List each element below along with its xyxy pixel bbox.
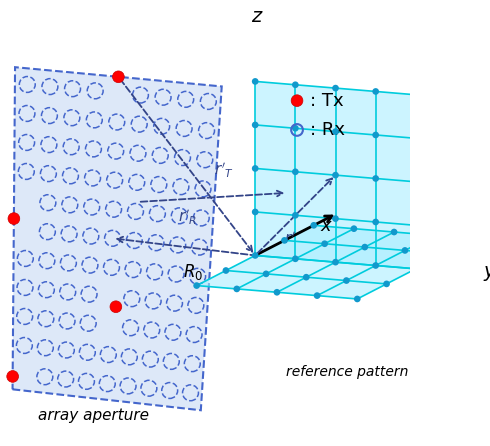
Text: array aperture: array aperture <box>38 408 149 423</box>
Text: $r'$: $r'$ <box>285 231 296 247</box>
Circle shape <box>354 296 361 302</box>
Circle shape <box>362 244 368 251</box>
Circle shape <box>113 71 124 83</box>
Circle shape <box>332 128 339 135</box>
Circle shape <box>303 274 310 281</box>
Circle shape <box>314 292 320 299</box>
Circle shape <box>292 125 299 132</box>
Text: reference pattern: reference pattern <box>286 365 409 379</box>
Circle shape <box>372 262 379 269</box>
Text: $z$: $z$ <box>251 7 264 26</box>
Circle shape <box>431 232 438 239</box>
Circle shape <box>292 212 299 219</box>
Circle shape <box>413 265 419 272</box>
Circle shape <box>372 88 379 95</box>
Circle shape <box>372 175 379 182</box>
Circle shape <box>281 237 288 244</box>
Circle shape <box>252 252 259 259</box>
Circle shape <box>193 282 200 289</box>
Text: $r'_R$: $r'_R$ <box>177 208 196 227</box>
Circle shape <box>292 169 299 175</box>
Circle shape <box>8 213 20 224</box>
Circle shape <box>233 285 240 292</box>
Circle shape <box>383 281 390 287</box>
Circle shape <box>372 219 379 225</box>
Circle shape <box>222 267 229 274</box>
Circle shape <box>391 229 397 235</box>
Circle shape <box>332 85 339 91</box>
Text: $y$: $y$ <box>483 264 490 283</box>
Text: : Tx: : Tx <box>310 92 343 110</box>
Circle shape <box>372 132 379 138</box>
Circle shape <box>343 277 350 284</box>
Circle shape <box>413 135 419 142</box>
Circle shape <box>252 78 259 85</box>
Circle shape <box>311 222 317 229</box>
Polygon shape <box>13 67 222 410</box>
Text: : Rx: : Rx <box>310 121 344 139</box>
Circle shape <box>442 251 448 257</box>
Circle shape <box>402 247 408 254</box>
Circle shape <box>413 91 419 98</box>
Circle shape <box>252 122 259 128</box>
Circle shape <box>263 271 270 277</box>
Circle shape <box>252 165 259 172</box>
Circle shape <box>292 256 299 262</box>
Circle shape <box>413 222 419 229</box>
Circle shape <box>273 289 280 296</box>
Text: $x$: $x$ <box>320 217 333 235</box>
Polygon shape <box>255 82 416 269</box>
Circle shape <box>350 225 357 232</box>
Circle shape <box>110 301 122 313</box>
Text: $r'_T$: $r'_T$ <box>214 161 234 180</box>
Circle shape <box>252 209 259 215</box>
Circle shape <box>332 259 339 265</box>
Circle shape <box>332 172 339 178</box>
Circle shape <box>471 235 478 242</box>
Circle shape <box>321 240 328 247</box>
Circle shape <box>292 82 299 88</box>
Circle shape <box>291 95 303 107</box>
Polygon shape <box>196 225 474 299</box>
Circle shape <box>7 371 19 382</box>
Circle shape <box>413 178 419 185</box>
Circle shape <box>332 215 339 222</box>
Text: $R_0$: $R_0$ <box>183 262 203 282</box>
